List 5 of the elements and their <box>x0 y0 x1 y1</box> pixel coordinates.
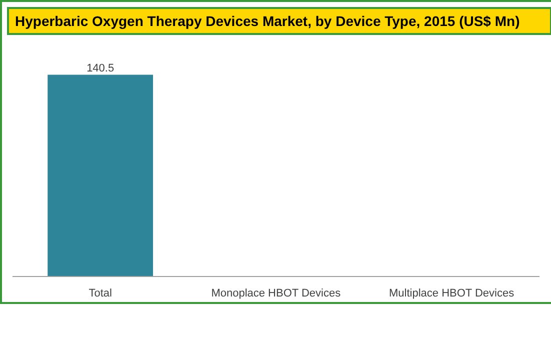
x-tick-label: Monoplace HBOT Devices <box>211 288 342 300</box>
x-tick-label: Multiplace HBOT Devices <box>389 288 515 300</box>
data-label: 140.5 <box>86 62 114 75</box>
chart-title: Hyperbaric Oxygen Therapy Devices Market, by Device Type, 2015 (US$ Mn) <box>15 12 520 31</box>
x-tick-label: Total <box>88 288 112 300</box>
